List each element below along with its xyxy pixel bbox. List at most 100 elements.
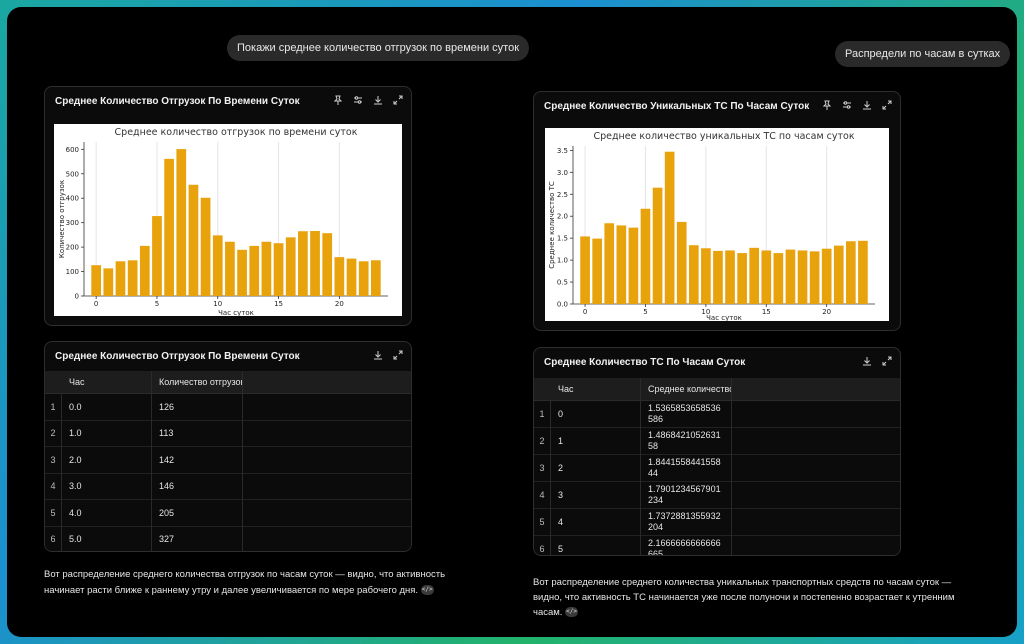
bar xyxy=(616,225,627,304)
y-tick-label: 0.5 xyxy=(557,279,568,287)
bar xyxy=(212,235,223,296)
bar xyxy=(370,260,381,296)
table-row[interactable]: 3 2.0 142 xyxy=(45,447,411,474)
sliders-icon[interactable] xyxy=(842,100,852,110)
row-index: 2 xyxy=(539,436,545,446)
x-tick-label: 5 xyxy=(155,300,159,308)
table-row[interactable]: 4 3.0 146 xyxy=(45,473,411,500)
y-tick-label: 2.5 xyxy=(557,191,568,199)
table-row[interactable]: 3 2 1.8441558441558 44 xyxy=(534,455,900,482)
download-icon[interactable] xyxy=(373,350,383,360)
table-row[interactable]: 2 1.0 113 xyxy=(45,420,411,447)
bar xyxy=(261,241,272,296)
cell-hour: 4.0 xyxy=(69,507,82,518)
y-tick-label: 3.5 xyxy=(557,147,568,155)
expand-icon[interactable] xyxy=(882,100,892,110)
download-icon[interactable] xyxy=(373,95,383,105)
y-axis-label: Среднее количество ТС xyxy=(548,181,556,269)
bar xyxy=(664,151,675,304)
response-line: Вот распределение среднего количества от… xyxy=(44,569,446,580)
bar xyxy=(809,251,820,304)
cell-value-part: 204 xyxy=(648,522,664,532)
column-header-hour[interactable]: Час xyxy=(558,384,574,394)
bar xyxy=(821,248,832,304)
cell-value: 142 xyxy=(159,454,175,465)
y-tick-label: 3.0 xyxy=(557,169,568,177)
download-icon[interactable] xyxy=(862,356,872,366)
user-message-right: Распредели по часам в сутках xyxy=(835,41,1011,67)
expand-icon[interactable] xyxy=(393,95,403,105)
cell-value-part: 58 xyxy=(648,441,659,451)
table-row[interactable]: 1 0 1.5365853658536 586 xyxy=(534,401,900,428)
data-table: Час Количество отгрузок 1 0.0 126 2 1.0 113 3 2… xyxy=(45,371,411,551)
column-header-count[interactable]: Количество отгрузок xyxy=(159,377,243,387)
bar xyxy=(322,233,333,296)
bar xyxy=(580,236,590,304)
card-title: Среднее Количество Уникальных ТС По Часа… xyxy=(544,101,810,112)
bar xyxy=(115,261,126,296)
bar xyxy=(310,230,320,296)
chart-title: Среднее количество отгрузок по времени с… xyxy=(115,127,358,138)
bar xyxy=(298,231,308,296)
y-tick-label: 600 xyxy=(66,146,79,154)
bar xyxy=(592,238,602,304)
cell-hour: 0.0 xyxy=(69,401,82,412)
expand-icon[interactable] xyxy=(393,350,403,360)
bar xyxy=(176,149,187,296)
table-row[interactable]: 4 3 1.7901234567901 234 xyxy=(534,482,900,509)
cell-value-part: 1.5365853658536 xyxy=(648,403,721,413)
cell-value-part: 586 xyxy=(648,414,664,424)
pin-icon[interactable] xyxy=(822,100,832,110)
cell-hour: 5.0 xyxy=(69,534,82,545)
code-icon[interactable]: </> xyxy=(565,607,579,618)
cell-hour: 3 xyxy=(558,490,564,500)
y-axis-label: Количество отгрузок xyxy=(58,180,66,258)
bar-chart-svg: 0 100 200 300 400 500 600 0 5 10 15 20 Среднее колич… xyxy=(58,127,388,316)
table-row[interactable]: 2 1 1.4868421052631 58 xyxy=(534,428,900,455)
card-header: Среднее Количество Отгрузок По Времени С… xyxy=(45,87,411,117)
bar xyxy=(152,216,162,296)
cell-value-part: 1.7372881355932 xyxy=(648,511,721,521)
table-row[interactable]: 5 4 1.7372881355932 204 xyxy=(534,509,900,536)
pin-icon[interactable] xyxy=(333,95,343,105)
cell-hour: 4 xyxy=(558,517,564,527)
bar xyxy=(358,261,369,296)
bar xyxy=(785,249,796,304)
bar xyxy=(846,241,856,304)
x-axis-label: Час суток xyxy=(706,314,742,321)
bar xyxy=(737,253,747,304)
cell-hour: 1.0 xyxy=(69,428,82,439)
bar xyxy=(188,184,199,296)
bar-chart-svg: 0.0 0.5 1.0 1.5 2.0 2.5 3.0 3.5 0 5 10 15 20 Среднее … xyxy=(548,131,875,321)
table-row[interactable]: 5 4.0 205 xyxy=(45,500,411,527)
table-row[interactable]: 6 5 2.1666666666666 665 xyxy=(534,536,900,555)
x-tick-label: 0 xyxy=(94,300,98,308)
user-message-left: Покажи среднее количество отгрузок по вр… xyxy=(227,35,530,61)
sliders-icon[interactable] xyxy=(353,95,363,105)
code-icon[interactable]: </> xyxy=(420,585,434,596)
bar xyxy=(139,245,150,296)
expand-icon[interactable] xyxy=(882,356,892,366)
cell-value: 126 xyxy=(159,401,175,412)
card-actions xyxy=(862,356,892,366)
bar xyxy=(761,250,772,304)
response-line: начинает расти ближе к раннему утру и да… xyxy=(44,585,434,596)
cell-value-part: 234 xyxy=(648,495,664,505)
bar xyxy=(164,158,174,296)
column-header-hour[interactable]: Час xyxy=(69,377,85,387)
row-index: 6 xyxy=(50,534,56,545)
cell-hour: 1 xyxy=(558,436,564,446)
cell-value: 205 xyxy=(159,507,175,518)
assistant-response-right: Вот распределение среднего количества ун… xyxy=(533,575,973,620)
response-line: часам. </> xyxy=(533,607,579,618)
column-header-avg[interactable]: Среднее количество xyxy=(648,384,732,394)
x-tick-label: 10 xyxy=(701,308,710,316)
table-row[interactable]: 6 5.0 327 xyxy=(45,526,411,551)
table-row[interactable]: 1 0.0 126 xyxy=(45,394,411,421)
download-icon[interactable] xyxy=(862,100,872,110)
card-actions xyxy=(373,350,403,360)
bar xyxy=(749,247,760,304)
x-tick-label: 5 xyxy=(643,308,647,316)
cell-value-part: 2.1666666666666 xyxy=(648,538,721,548)
bar xyxy=(688,245,699,304)
